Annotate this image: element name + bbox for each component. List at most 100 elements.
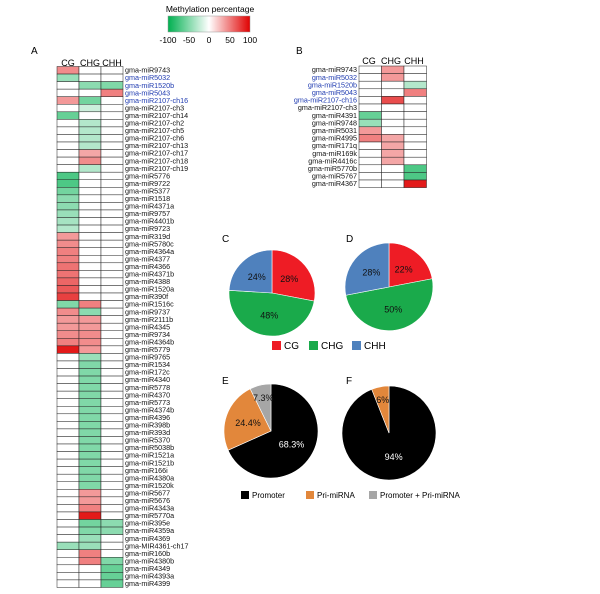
heatmap-cell <box>100 285 124 294</box>
heatmap-cell <box>100 390 124 399</box>
heatmap-cell <box>403 80 427 90</box>
row-label: gma-miR5032 <box>125 73 170 82</box>
heatmap-cell <box>100 134 124 143</box>
heatmap-cell <box>78 232 102 241</box>
heatmap-cell <box>78 360 102 369</box>
heatmap-cell <box>56 307 80 316</box>
row-label: gma-miR393d <box>125 428 170 437</box>
pie-slice <box>345 278 434 331</box>
row-label: gma-miR1534 <box>125 360 170 369</box>
heatmap-cell <box>100 572 124 581</box>
heatmap-cell <box>56 247 80 256</box>
heatmap-cell <box>100 428 124 437</box>
heatmap-cell <box>56 489 80 498</box>
heatmap-cell <box>358 103 382 112</box>
heatmap-cell <box>100 307 124 316</box>
row-label: gma-miR4416c <box>308 156 357 165</box>
row-label: gma-miR319d <box>125 232 170 241</box>
heatmap-cell <box>78 579 102 588</box>
heatmap-cell <box>358 172 382 181</box>
heatmap-cell <box>381 172 405 181</box>
heatmap-cell <box>78 534 102 543</box>
heatmap-cell <box>381 73 405 82</box>
colorbar-tick: 0 <box>207 35 212 45</box>
row-label: gma-miR1521a <box>125 451 174 460</box>
heatmap-cell <box>100 73 124 82</box>
heatmap-cell <box>78 322 102 332</box>
data-label: 94% <box>385 452 403 462</box>
heatmap-cell <box>78 149 102 158</box>
row-label: gma-miR2107-ch5 <box>125 126 184 135</box>
heatmap-cell <box>78 504 102 513</box>
heatmap-cell <box>56 104 80 113</box>
row-label: gma-miR9723 <box>125 224 170 233</box>
heatmap-cell <box>78 511 102 520</box>
heatmap-cell <box>100 353 124 362</box>
pie-slice <box>271 249 316 302</box>
heatmap-cell <box>78 66 102 75</box>
heatmap-cell <box>78 270 102 279</box>
heatmap-cell <box>78 353 102 362</box>
heatmap-cell <box>100 504 124 513</box>
heatmap-cell <box>78 383 102 392</box>
pie-slice <box>223 388 272 451</box>
heatmap-cell <box>78 315 102 324</box>
heatmap-cell <box>78 104 102 113</box>
heatmap-cell <box>403 149 427 158</box>
heatmap-cell <box>78 81 102 90</box>
heatmap-cell <box>56 353 80 362</box>
heatmap-cell <box>403 134 427 143</box>
heatmap-cell <box>381 65 405 74</box>
heatmap-cell <box>100 519 124 528</box>
heatmap-cell <box>56 330 80 339</box>
heatmap-cell <box>56 66 80 75</box>
row-label: gma-miR4371b <box>125 270 174 279</box>
legend-label: Promoter + Pri-miRNA <box>380 491 460 500</box>
heatmap-cell <box>78 224 102 233</box>
heatmap-cell <box>358 73 382 82</box>
data-label: 50% <box>384 305 402 315</box>
heatmap-cell <box>78 398 102 407</box>
row-label: gma-miR1520b <box>308 80 357 89</box>
heatmap-cell <box>381 126 405 135</box>
heatmap-cell <box>56 406 80 415</box>
heatmap-cell <box>403 103 427 112</box>
legend-label: Pri-miRNA <box>317 491 355 500</box>
panel-label-c: C <box>222 234 229 245</box>
heatmap-cell <box>100 315 124 324</box>
data-label: 48% <box>260 310 278 320</box>
legend-label: Promoter <box>252 491 285 500</box>
row-label: gma-miR5779 <box>125 345 170 354</box>
heatmap-cell <box>78 73 102 82</box>
heatmap-cell <box>100 466 124 475</box>
heatmap-cell <box>56 579 80 588</box>
heatmap-cell <box>56 390 80 399</box>
heatmap-cell <box>78 179 102 188</box>
heatmap-cell <box>56 413 80 422</box>
heatmap-cell <box>78 489 102 498</box>
heatmap-cell <box>100 194 124 203</box>
row-label: gma-miR1520a <box>125 285 174 294</box>
heatmap-cell <box>100 579 124 588</box>
heatmap-cell <box>56 315 80 324</box>
heatmap-cell <box>403 65 427 74</box>
pie-slice <box>388 242 433 288</box>
heatmap-cell <box>100 511 124 520</box>
row-label: gma-miR4377 <box>125 254 170 263</box>
row-label: gma-miR390f <box>125 292 168 301</box>
row-label: gma-miR9743 <box>312 65 357 74</box>
heatmap-cell <box>358 164 382 173</box>
heatmap-cell <box>100 111 124 120</box>
row-label: gma-miR5370 <box>125 436 170 445</box>
row-label: gma-miR5780c <box>125 239 174 248</box>
heatmap-cell <box>78 141 102 150</box>
colorbar: Methylation percentage -100 -50 0 50 100 <box>159 4 257 45</box>
heatmap-cell <box>78 406 102 415</box>
heatmap-cell <box>358 156 382 166</box>
heatmap-cell <box>403 88 427 97</box>
data-label: 22% <box>395 265 413 275</box>
heatmap-cell <box>100 443 124 452</box>
heatmap-cell <box>56 375 80 384</box>
heatmap-cell <box>100 564 124 573</box>
row-label: gma-miR2111b <box>125 315 173 324</box>
